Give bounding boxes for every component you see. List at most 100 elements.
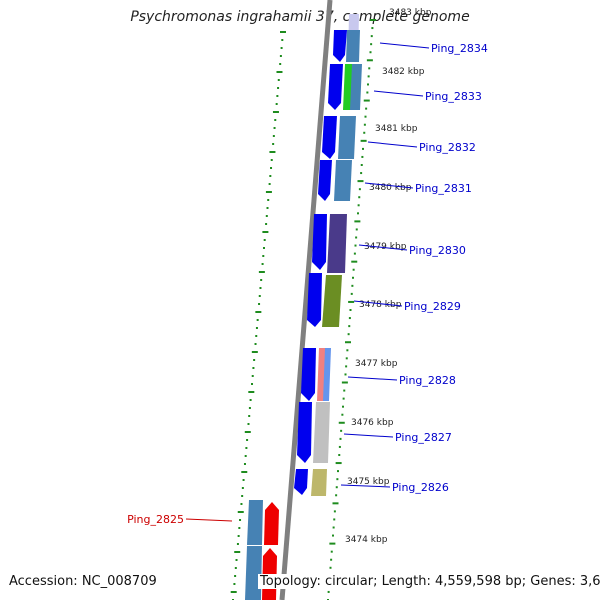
- gene-label-ping-2827[interactable]: Ping_2827: [395, 431, 452, 444]
- tick-mark: [364, 115, 367, 118]
- tick-mark: [242, 479, 245, 481]
- cds-block[interactable]: [322, 275, 342, 327]
- tick-mark: [244, 431, 251, 433]
- cds-arrow-forward[interactable]: [307, 273, 322, 327]
- tick-mark: [360, 164, 363, 166]
- tick-mark: [335, 462, 342, 465]
- tick-mark: [348, 325, 351, 328]
- kbp-label: 3477 kbp: [355, 359, 398, 369]
- tick-mark: [335, 486, 338, 489]
- cds-block[interactable]: [311, 469, 327, 496]
- tick-mark: [329, 566, 332, 569]
- cds-arrow-forward[interactable]: [322, 116, 337, 159]
- tick-mark: [240, 503, 243, 505]
- kbp-label: 3476 kbp: [351, 418, 394, 428]
- tick-mark: [350, 292, 353, 295]
- tick-mark: [335, 494, 338, 497]
- tick-rings: [230, 19, 376, 600]
- cds-block[interactable]: [323, 348, 331, 401]
- cds-arrow-highlight[interactable]: [264, 502, 279, 545]
- tick-mark: [241, 495, 244, 497]
- gene-label-ping-2830[interactable]: Ping_2830: [409, 244, 466, 257]
- tick-mark: [255, 311, 262, 313]
- gene-label-ping-2831[interactable]: Ping_2831: [415, 182, 472, 195]
- tick-mark: [262, 255, 265, 257]
- tick-mark: [370, 35, 373, 38]
- tick-mark: [366, 59, 373, 62]
- tick-mark: [237, 511, 244, 513]
- accession-text: Accession: NC_008709: [9, 574, 157, 589]
- cds-arrow-forward[interactable]: [312, 214, 327, 270]
- kbp-markers: 3483 kbp 3482 kbp 3481 kbp 3480 kbp 3479 kbp…: [345, 8, 432, 545]
- tick-mark: [252, 367, 255, 369]
- tick-mark: [280, 31, 286, 33]
- tick-mark: [342, 405, 344, 408]
- tick-mark: [253, 359, 256, 361]
- tick-mark: [262, 247, 265, 249]
- gene-label-ping-2832[interactable]: Ping_2832: [419, 141, 476, 154]
- gene-leader-line: [373, 90, 424, 97]
- gene-leader-line: [340, 484, 391, 488]
- tick-mark: [277, 87, 280, 89]
- cds-arrow-forward[interactable]: [328, 64, 343, 110]
- tick-mark: [342, 397, 345, 400]
- gene-label-ping-2829[interactable]: Ping_2829: [404, 300, 461, 313]
- gene-label-ping-2834[interactable]: Ping_2834: [431, 42, 488, 55]
- tick-mark: [279, 55, 282, 57]
- tick-mark: [234, 551, 241, 553]
- gene-label-ping-2826[interactable]: Ping_2826: [392, 481, 449, 494]
- tick-mark: [352, 276, 354, 279]
- tick-mark: [238, 527, 241, 529]
- tick-mark: [355, 236, 358, 239]
- tick-mark: [248, 415, 251, 417]
- cds-block[interactable]: [327, 214, 347, 273]
- tick-mark: [245, 447, 248, 449]
- map-title: Psychromonas ingrahamii 37, complete gen…: [130, 9, 470, 25]
- tick-mark: [370, 43, 373, 46]
- tick-mark: [357, 204, 360, 207]
- tick-mark: [280, 47, 283, 49]
- tick-mark: [270, 159, 273, 161]
- cds-block[interactable]: [247, 500, 263, 545]
- tick-mark: [239, 519, 242, 521]
- tick-mark: [258, 303, 261, 305]
- tick-mark: [241, 487, 244, 489]
- tick-mark: [360, 139, 367, 142]
- cds-arrow-forward[interactable]: [297, 402, 312, 463]
- gene-leader-line: [353, 300, 403, 307]
- tick-mark: [351, 260, 358, 263]
- gene-labels: Ping_2834 Ping_2833 Ping_2832 Ping_2831 Ping…: [127, 42, 488, 526]
- cds-block[interactable]: [313, 402, 330, 463]
- cds-arrow-forward[interactable]: [318, 160, 332, 201]
- tick-mark: [357, 180, 364, 183]
- tick-mark: [351, 284, 354, 287]
- tick-mark: [235, 559, 238, 561]
- tick-mark: [346, 349, 349, 352]
- tick-mark: [368, 67, 371, 70]
- cds-arrow-forward[interactable]: [294, 469, 308, 495]
- cds-block[interactable]: [350, 64, 362, 110]
- tick-mark: [332, 526, 335, 529]
- cds-block[interactable]: [334, 160, 352, 201]
- tick-mark: [237, 535, 240, 537]
- cds-arrow-forward[interactable]: [301, 348, 316, 401]
- tick-mark: [332, 502, 339, 505]
- gene-leader-line: [364, 182, 414, 189]
- tick-mark: [248, 407, 251, 409]
- cds-block[interactable]: [245, 546, 262, 600]
- cds-block[interactable]: [346, 30, 360, 62]
- tick-mark: [330, 550, 333, 553]
- gene-label-ping-2833[interactable]: Ping_2833: [425, 90, 482, 103]
- gene-label-ping-2828[interactable]: Ping_2828: [399, 374, 456, 387]
- kbp-label: 3480 kbp: [369, 183, 412, 193]
- tick-mark: [352, 268, 355, 271]
- tick-mark: [249, 399, 252, 401]
- tick-mark: [348, 317, 351, 320]
- cds-arrow-forward[interactable]: [333, 30, 347, 62]
- tick-mark: [276, 71, 283, 73]
- tick-mark: [272, 143, 275, 145]
- cds-block[interactable]: [338, 116, 356, 159]
- tick-mark: [243, 463, 246, 465]
- gene-label-ping-2825[interactable]: Ping_2825: [127, 513, 184, 526]
